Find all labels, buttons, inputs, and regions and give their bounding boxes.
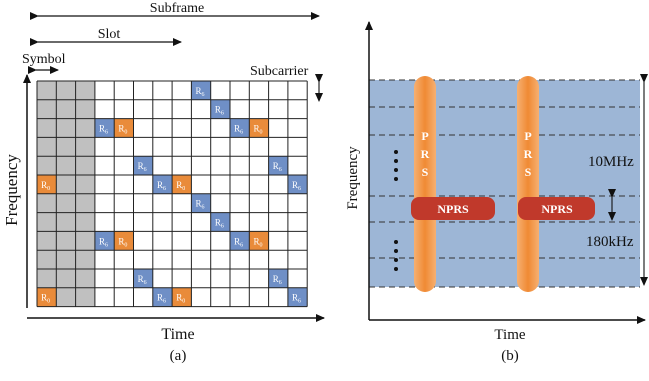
frequency-label-b: Frequency [345, 146, 361, 210]
r6-cell [230, 118, 250, 138]
r0-label: R0 [253, 124, 262, 136]
caption-b: (b) [501, 348, 519, 364]
r0-label: R0 [41, 293, 50, 305]
r6-cell [268, 156, 288, 175]
r6-cell [133, 269, 153, 288]
r6-label: R6 [292, 180, 301, 192]
resource-grid: R6 R6 R6 R6 R6 R6 R6 R6 R6 R6 R6 R6 R6 R6 R6 R6 R0 R0 R0 R0… [36, 80, 308, 308]
r6-label: R6 [234, 236, 243, 248]
r6-cell [210, 99, 230, 119]
subcarrier-label: Subcarrier [250, 64, 309, 79]
r0-cell [114, 231, 134, 251]
bandwidth-180khz-label: 180kHz [586, 234, 634, 250]
nprs-block-1 [411, 197, 495, 220]
r0-cell [172, 175, 192, 194]
r6-label: R6 [99, 236, 108, 248]
r6-label: R6 [157, 293, 166, 305]
r0-label: R0 [176, 180, 185, 192]
r0-cell [37, 175, 57, 194]
prs-bar-2 [517, 76, 539, 292]
r6-cell [94, 231, 115, 251]
r6-cell [210, 212, 230, 232]
r6-label: R6 [138, 161, 147, 173]
r0-label: R0 [253, 236, 262, 248]
r6-label: R6 [99, 124, 108, 136]
caption-a: (a) [170, 348, 187, 364]
frequency-label-a: Frequency [2, 154, 21, 226]
bandwidth-band [369, 80, 640, 287]
prs-letter-s-1: S [422, 165, 429, 179]
r6-label: R6 [196, 86, 205, 98]
r0-cell [249, 231, 269, 251]
r6-cell [152, 287, 173, 307]
r6-cell [133, 156, 153, 175]
prs-letter-r-2: R [524, 147, 533, 161]
r0-cell [37, 287, 57, 307]
prs-letter-p-2: P [524, 129, 531, 143]
r6-cell [287, 175, 308, 194]
r6-cell [191, 81, 211, 100]
slot-label: Slot [98, 27, 121, 42]
r0-label: R0 [176, 293, 185, 305]
bandwidth-10mhz-label: 10MHz [588, 154, 634, 170]
time-label-b: Time [494, 327, 525, 343]
r6-cell [287, 287, 308, 307]
r6-label: R6 [138, 274, 147, 286]
r0-label: R0 [118, 236, 127, 248]
r6-label: R6 [234, 124, 243, 136]
nprs-label-2: NPRS [541, 202, 573, 216]
r6-label: R6 [273, 274, 282, 286]
r0-cell [249, 118, 269, 138]
r6-cell [191, 193, 211, 213]
prs-bar-1 [414, 76, 436, 292]
nprs-label-1: NPRS [437, 202, 469, 216]
ellipsis-dots-lower [394, 240, 398, 271]
r6-cell [94, 118, 115, 138]
r0-cell [172, 287, 192, 307]
r6-cell [268, 269, 288, 288]
nprs-block-2 [518, 197, 595, 220]
subframe-label: Subframe [150, 1, 204, 16]
r6-cell [152, 175, 173, 194]
prs-letter-r-1: R [421, 147, 430, 161]
time-label-a: Time [161, 326, 194, 343]
r0-cell [114, 118, 134, 138]
r6-label: R6 [273, 161, 282, 173]
r6-label: R6 [292, 293, 301, 305]
r6-label: R6 [196, 199, 205, 211]
prs-letter-s-2: S [525, 165, 532, 179]
r6-label: R6 [215, 218, 224, 230]
symbol-label: Symbol [22, 52, 66, 67]
r0-label: R0 [41, 180, 50, 192]
r6-label: R6 [157, 180, 166, 192]
prs-letter-p-1: P [421, 129, 428, 143]
ellipsis-dots-upper [394, 150, 398, 181]
r0-label: R0 [118, 124, 127, 136]
r6-cell [230, 231, 250, 251]
panel-b: P R S P R S NPRS NPRS 10MHz 180kHz Frequ… [345, 21, 648, 364]
r6-label: R6 [215, 105, 224, 117]
